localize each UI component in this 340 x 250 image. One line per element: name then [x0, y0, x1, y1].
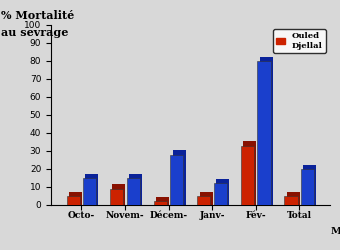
Text: au sevrage: au sevrage [1, 26, 68, 38]
Bar [303, 164, 316, 205]
Bar [129, 174, 142, 205]
Legend: Ouled
Djellal: Ouled Djellal [273, 29, 326, 53]
Bar [241, 146, 254, 205]
Bar [113, 184, 125, 205]
Bar [83, 178, 96, 205]
Bar [127, 178, 140, 205]
Bar [110, 189, 123, 205]
Bar [200, 192, 212, 205]
Bar [69, 192, 82, 205]
Bar [156, 197, 169, 205]
Bar [257, 61, 271, 205]
Bar [260, 56, 273, 205]
Bar [214, 184, 227, 205]
Bar [287, 192, 300, 205]
Bar [170, 154, 184, 205]
Bar [197, 196, 210, 205]
Bar [172, 150, 186, 205]
Bar [285, 196, 298, 205]
X-axis label: Mois: Mois [330, 226, 340, 235]
Bar [67, 196, 80, 205]
Text: % Mortalité: % Mortalité [1, 10, 74, 22]
Bar [243, 141, 256, 205]
Bar [301, 169, 314, 205]
Bar [216, 179, 229, 205]
Bar [85, 174, 99, 205]
Bar [154, 202, 167, 205]
